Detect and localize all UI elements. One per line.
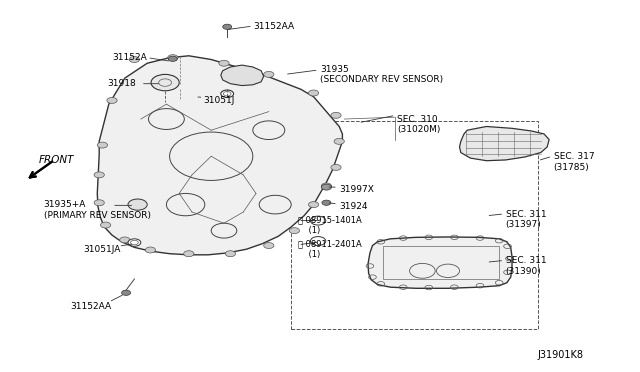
Text: 31918: 31918 [108,79,136,88]
Circle shape [128,199,147,210]
Text: 31935
(SECONDARY REV SENSOR): 31935 (SECONDARY REV SENSOR) [320,65,443,84]
Circle shape [128,239,141,246]
Text: 31051JA: 31051JA [83,245,120,254]
Text: 31152AA: 31152AA [253,22,294,31]
Circle shape [168,56,177,61]
Text: SEC. 311
(31390): SEC. 311 (31390) [506,256,546,276]
PathPatch shape [460,126,549,161]
Circle shape [219,60,229,66]
Circle shape [321,184,332,190]
Circle shape [264,243,274,248]
Text: 31051J: 31051J [204,96,235,105]
Text: Ⓝ 08911-2401A
    (1): Ⓝ 08911-2401A (1) [298,240,362,259]
Text: 31152AA: 31152AA [70,302,111,311]
Circle shape [264,71,274,77]
Circle shape [225,251,236,257]
Circle shape [334,138,344,144]
Circle shape [120,237,130,243]
Circle shape [223,24,232,29]
Text: FRONT: FRONT [38,155,74,165]
Circle shape [331,112,341,118]
PathPatch shape [368,237,512,288]
Circle shape [107,97,117,103]
Circle shape [184,251,194,257]
Circle shape [168,55,178,61]
Text: 31924: 31924 [339,202,368,211]
Text: SEC. 311
(31397): SEC. 311 (31397) [506,210,546,229]
PathPatch shape [221,65,264,86]
Circle shape [97,142,108,148]
Bar [291,121,538,329]
Text: J31901K8: J31901K8 [538,350,584,360]
Text: 31935+A
(PRIMARY REV SENSOR): 31935+A (PRIMARY REV SENSOR) [44,201,150,220]
Circle shape [122,290,131,295]
Circle shape [94,200,104,206]
Circle shape [289,228,300,234]
Circle shape [145,247,156,253]
Text: Ⓞ 08915-1401A
    (1): Ⓞ 08915-1401A (1) [298,215,362,235]
Circle shape [322,200,331,205]
Text: SEC. 317
(31785): SEC. 317 (31785) [554,152,594,171]
PathPatch shape [97,56,342,255]
Circle shape [129,57,140,62]
Text: 31997X: 31997X [339,185,374,194]
Circle shape [94,172,104,178]
Text: SEC. 310
(31020M): SEC. 310 (31020M) [397,115,440,134]
Circle shape [100,222,111,228]
Circle shape [151,74,179,91]
Circle shape [221,90,234,97]
Circle shape [331,164,341,170]
Circle shape [321,183,332,189]
Circle shape [308,202,319,208]
Circle shape [308,90,319,96]
Text: 31152A: 31152A [112,53,147,62]
